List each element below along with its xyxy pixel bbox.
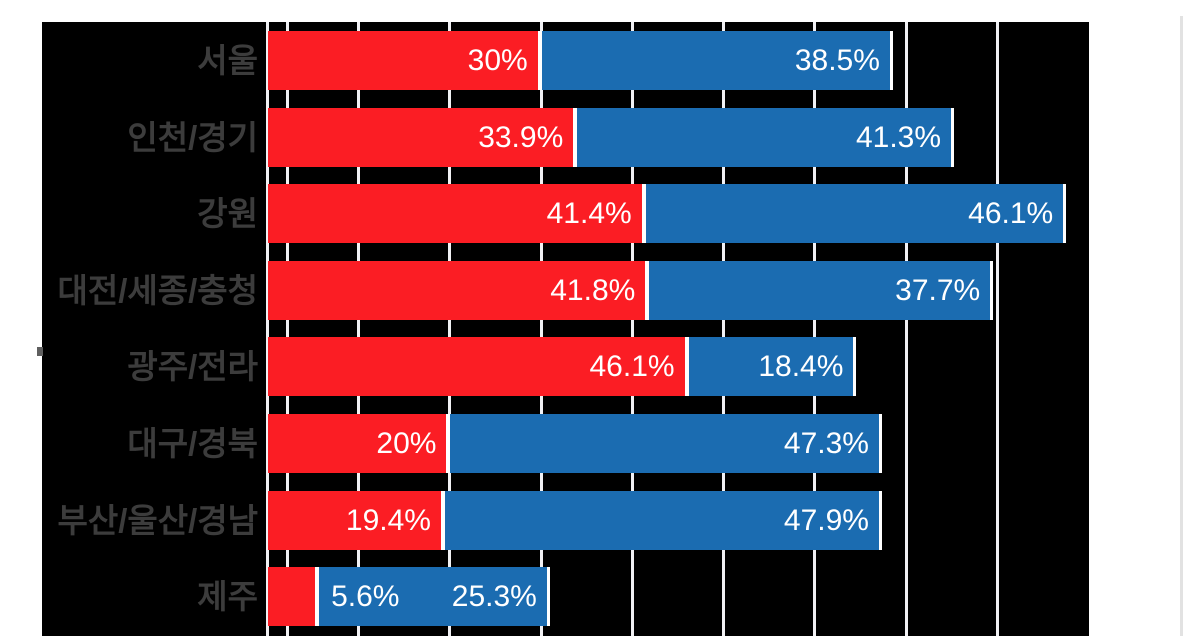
red-bar-segment: 20% — [268, 414, 451, 473]
blue-bar-segment: 46.1% — [645, 184, 1067, 244]
red-value-label: 30% — [467, 44, 528, 77]
blue-value-label: 38.5% — [794, 44, 880, 77]
bar-segments: 41.4% 46.1% — [268, 184, 1067, 244]
red-value-label: 33.9% — [478, 120, 564, 154]
bar-row-3: 강원 41.4% 46.1% — [0, 184, 1200, 244]
blue-bar-segment: 18.4% — [688, 337, 857, 397]
blue-value-label: 41.3% — [855, 120, 942, 154]
blue-bar-segment: 37.7% — [649, 260, 994, 320]
red-bar-segment: 33.9% — [268, 107, 578, 167]
blue-value-label: 47.3% — [783, 427, 869, 460]
gridline — [630, 22, 634, 636]
red-bar-segment — [268, 567, 320, 627]
blue-value-label: 46.1% — [968, 197, 1054, 231]
bar-row-5: 광주/전라 46.1% 18.4% — [0, 337, 1200, 397]
gridline — [904, 22, 908, 636]
category-label: 부산/울산/경남 — [57, 501, 259, 539]
bar-segments: 30% 38.5% — [268, 31, 893, 90]
bar-segments: 33.9% 41.3% — [268, 107, 955, 167]
category-label: 강원 — [197, 195, 258, 233]
right-edge-line — [1180, 16, 1183, 636]
gridline — [995, 22, 999, 636]
blue-bar-segment: 41.3% — [577, 107, 955, 167]
red-bar-segment: 41.4% — [268, 184, 646, 244]
category-label: 서울 — [197, 42, 258, 79]
red-bar-segment: 46.1% — [268, 337, 689, 397]
bar-row-4: 대전/세종/충청 41.8% 37.7% — [0, 260, 1200, 320]
bar-row-2: 인천/경기 33.9% 41.3% — [0, 107, 1200, 167]
bar-row-8: 제주 5.6% 25.3% — [0, 567, 1200, 627]
blue-bar-segment: 38.5% — [541, 31, 893, 90]
bar-row-1: 서울 30% 38.5% — [0, 31, 1200, 90]
clipped-text-artifact — [37, 347, 43, 356]
red-value-label: 5.6% — [331, 580, 400, 614]
gridline — [286, 22, 289, 636]
bar-segments: 5.6% 25.3% — [268, 567, 550, 627]
category-label: 광주/전라 — [127, 348, 258, 386]
blue-bar-segment: 47.3% — [450, 414, 882, 473]
red-bar-segment: 41.8% — [268, 260, 650, 320]
blue-bar-segment: 5.6% 25.3% — [319, 567, 550, 627]
blue-value-label: 18.4% — [758, 350, 844, 384]
red-value-label: 19.4% — [345, 503, 431, 537]
blue-value-label: 47.9% — [783, 503, 869, 537]
category-label: 대전/세종/충청 — [57, 271, 259, 309]
gridline — [539, 22, 543, 636]
red-bar-segment: 30% — [268, 31, 542, 90]
gridline — [722, 22, 726, 636]
value-axis-line — [266, 22, 269, 636]
red-value-label: 46.1% — [589, 350, 675, 384]
blue-value-label: 25.3% — [451, 580, 537, 614]
bar-segments: 46.1% 18.4% — [268, 337, 857, 397]
bar-segments: 20% 47.3% — [268, 414, 882, 473]
bar-row-7: 부산/울산/경남 19.4% 47.9% — [0, 490, 1200, 550]
bar-segments: 41.8% 37.7% — [268, 260, 994, 320]
category-label: 인천/경기 — [127, 118, 258, 156]
gridline — [357, 22, 361, 636]
red-value-label: 41.8% — [550, 273, 636, 307]
blue-value-label: 37.7% — [895, 273, 981, 307]
red-bar-segment: 19.4% — [268, 490, 445, 550]
gridline — [813, 22, 817, 636]
bar-segments: 19.4% 47.9% — [268, 490, 882, 550]
red-value-label: 41.4% — [546, 197, 632, 231]
category-label: 대구/경북 — [127, 425, 258, 462]
red-value-label: 20% — [376, 427, 437, 460]
bar-row-6: 대구/경북 20% 47.3% — [0, 414, 1200, 473]
gridline — [448, 22, 452, 636]
category-label: 제주 — [197, 578, 258, 616]
blue-bar-segment: 47.9% — [444, 490, 882, 550]
